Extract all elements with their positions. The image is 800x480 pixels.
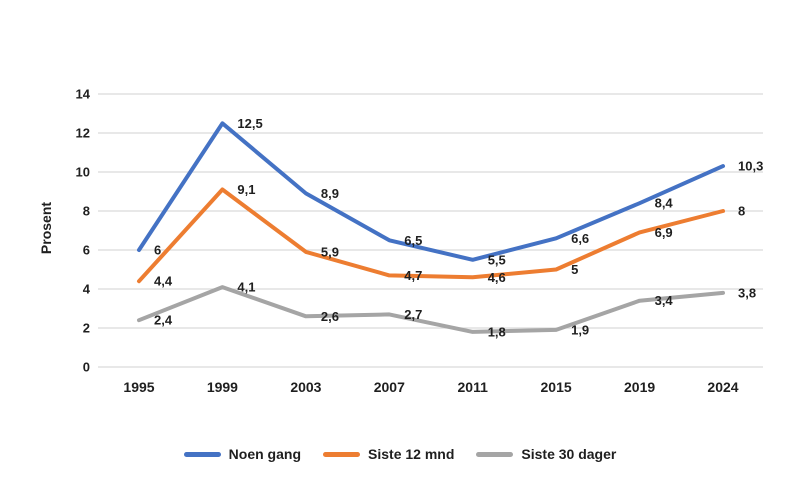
data-label: 6,9	[655, 225, 673, 240]
data-label: 5,5	[488, 252, 506, 267]
x-tick-label: 2015	[541, 379, 572, 395]
data-label: 10,3	[738, 159, 763, 174]
x-tick-label: 2003	[290, 379, 321, 395]
y-tick-label: 4	[83, 282, 91, 297]
data-label: 9,1	[237, 182, 255, 197]
chart-legend: Noen gang Siste 12 mnd Siste 30 dager	[0, 446, 800, 462]
y-tick-label: 8	[83, 204, 90, 219]
y-tick-label: 14	[76, 87, 91, 102]
y-tick-label: 12	[76, 126, 90, 141]
data-label: 8	[738, 204, 745, 219]
data-label: 4,7	[404, 268, 422, 283]
x-tick-label: 2011	[458, 379, 489, 395]
legend-line-swatch-gray	[476, 451, 514, 457]
data-label: 3,8	[738, 285, 756, 300]
data-label: 4,1	[237, 280, 255, 295]
x-tick-label: 2019	[624, 379, 655, 395]
data-label: 6	[154, 243, 161, 258]
data-label: 2,7	[404, 307, 422, 322]
legend-item-noen-gang: Noen gang	[183, 446, 302, 462]
y-tick-label: 2	[83, 321, 90, 336]
legend-label: Siste 12 mnd	[368, 446, 455, 462]
data-label: 5,9	[321, 244, 339, 259]
data-label: 2,4	[154, 313, 173, 328]
legend-item-siste-30-dager: Siste 30 dager	[476, 446, 616, 462]
data-label: 1,8	[488, 324, 506, 339]
data-label: 1,9	[571, 322, 589, 337]
x-tick-label: 1995	[123, 379, 154, 395]
legend-label: Siste 30 dager	[521, 446, 617, 462]
legend-line-swatch-blue	[183, 451, 221, 457]
series-line-noen-gang	[137, 121, 725, 262]
data-label: 8,9	[321, 186, 339, 201]
data-label: 12,5	[237, 116, 262, 131]
series-line-siste-30-dager	[137, 285, 725, 334]
data-label: 6,5	[404, 233, 422, 248]
data-label: 8,4	[655, 196, 674, 211]
x-tick-label: 2024	[707, 379, 738, 395]
x-tick-label: 2007	[374, 379, 405, 395]
y-tick-label: 6	[83, 243, 90, 258]
legend-item-siste-12-mnd: Siste 12 mnd	[323, 446, 454, 462]
data-label: 5	[571, 262, 578, 277]
data-label: 3,4	[655, 293, 674, 308]
y-tick-label: 10	[76, 165, 90, 180]
y-tick-label: 0	[83, 360, 90, 375]
series-line-siste-12-mnd	[137, 187, 725, 284]
legend-line-swatch-orange	[323, 451, 361, 457]
data-label: 6,6	[571, 231, 589, 246]
legend-label: Noen gang	[228, 446, 302, 462]
x-tick-label: 1999	[207, 379, 238, 395]
data-label: 2,6	[321, 309, 339, 324]
data-label: 4,4	[154, 274, 173, 289]
data-label: 4,6	[488, 270, 506, 285]
